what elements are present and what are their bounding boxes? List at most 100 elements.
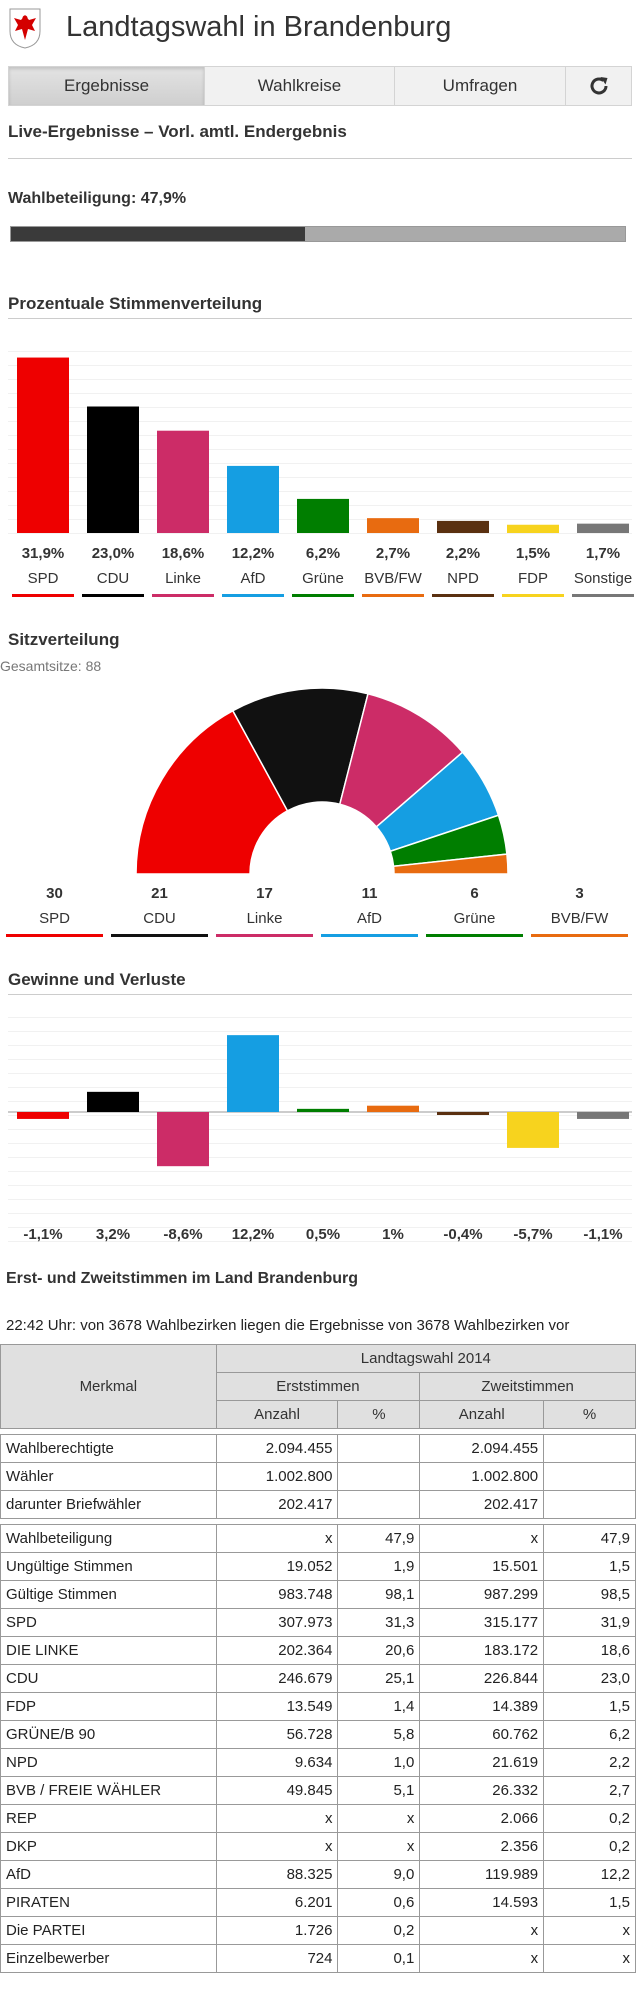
row-label: DKP <box>0 1832 217 1861</box>
header-percent: % <box>543 1400 636 1429</box>
vote-share-svg <box>17 357 629 533</box>
vote-share-value-label: 12,2% <box>231 545 275 562</box>
table-row: FDP 13.549 1,4 14.389 1,5 <box>0 1692 636 1721</box>
row-label: AfD <box>0 1860 217 1889</box>
change-bar-bvb/fw <box>367 1105 419 1112</box>
party-color-underline <box>321 934 418 937</box>
seat-count-label: 11 <box>361 885 378 902</box>
turnout-bar <box>10 226 626 242</box>
header-anzahl: Anzahl <box>419 1400 545 1429</box>
divider <box>8 318 632 319</box>
vote-share-bar-cdu <box>87 406 139 533</box>
table-cell: 1,5 <box>543 1552 636 1581</box>
party-color-underline <box>216 934 313 937</box>
row-label: Ungültige Stimmen <box>0 1552 217 1581</box>
vote-share-bar-grüne <box>297 498 349 533</box>
table-row: Einzelbewerber 724 0,1 x x <box>0 1944 636 1973</box>
vote-share-party-label: Grüne <box>302 570 344 587</box>
table-cell: 1,4 <box>337 1692 421 1721</box>
table-cell: 15.501 <box>419 1552 545 1581</box>
party-color-underline <box>572 594 634 597</box>
change-bar-cdu <box>87 1091 139 1112</box>
table-cell: 98,5 <box>543 1580 636 1609</box>
vote-share-heading: Prozentuale Stimmenverteilung <box>8 294 263 313</box>
table-cell: x <box>337 1832 421 1861</box>
row-label: BVB / FREIE WÄHLER <box>0 1776 217 1805</box>
vote-share-value-label: 2,2% <box>445 545 481 562</box>
table-row: darunter Briefwähler 202.417 202.417 <box>0 1490 636 1519</box>
table-row: CDU 246.679 25,1 226.844 23,0 <box>0 1664 636 1693</box>
table-cell: 5,8 <box>337 1720 421 1749</box>
seat-party-label: SPD <box>39 910 70 927</box>
row-label: FDP <box>0 1692 217 1721</box>
table-cell: 6,2 <box>543 1720 636 1749</box>
table-cell: 9,0 <box>337 1860 421 1889</box>
table-cell: 13.549 <box>215 1692 339 1721</box>
change-value-label: -1,1% <box>23 1226 63 1243</box>
row-label: Wähler <box>0 1462 217 1491</box>
brandenburg-crest-icon <box>9 8 41 49</box>
vote-share-value-label: 6,2% <box>305 545 341 562</box>
row-label: Wahlberechtigte <box>0 1434 217 1463</box>
header-election: Landtagswahl 2014 <box>215 1344 637 1373</box>
total-seats-label: Gesamtsitze: 88 <box>0 658 102 674</box>
change-bar-npd <box>437 1112 489 1115</box>
table-cell: 21.619 <box>419 1748 545 1777</box>
table-cell: 60.762 <box>419 1720 545 1749</box>
table-cell: 119.989 <box>419 1860 545 1889</box>
table-cell: 88.325 <box>215 1860 339 1889</box>
table-row: Die PARTEI 1.726 0,2 x x <box>0 1916 636 1945</box>
vote-share-party-label: CDU <box>96 570 130 587</box>
row-label: GRÜNE/B 90 <box>0 1720 217 1749</box>
vote-share-bar-afd <box>227 465 279 533</box>
table-cell: x <box>419 1916 545 1945</box>
party-color-underline <box>362 594 424 597</box>
table-cell <box>337 1490 421 1519</box>
table-row: AfD 88.325 9,0 119.989 12,2 <box>0 1860 636 1889</box>
seat-segment-bvb/fw <box>392 853 509 875</box>
header-zweitstimmen: Zweitstimmen <box>419 1372 636 1401</box>
change-value-label: -5,7% <box>513 1226 553 1243</box>
table-cell: 2.094.455 <box>419 1434 545 1463</box>
table-cell <box>337 1462 421 1491</box>
table-cell: 2.066 <box>419 1804 545 1833</box>
table-cell: 20,6 <box>337 1636 421 1665</box>
vote-share-bar-spd <box>17 357 69 533</box>
vote-share-bar-bvb/fw <box>367 518 419 533</box>
table-cell: 5,1 <box>337 1776 421 1805</box>
table-cell: 183.172 <box>419 1636 545 1665</box>
change-bar-afd <box>227 1035 279 1112</box>
table-title: Erst- und Zweitstimmen im Land Brandenbu… <box>6 1270 359 1287</box>
table-cell: 202.364 <box>215 1636 339 1665</box>
table-row: PIRATEN 6.201 0,6 14.593 1,5 <box>0 1888 636 1917</box>
table-cell: 18,6 <box>543 1636 636 1665</box>
table-cell: 6.201 <box>215 1888 339 1917</box>
table-cell: 47,9 <box>337 1524 421 1553</box>
table-cell <box>543 1490 636 1519</box>
change-value-label: -8,6% <box>163 1226 203 1243</box>
party-color-underline <box>12 594 74 597</box>
table-cell: 1,0 <box>337 1748 421 1777</box>
tab-umfragen[interactable]: Umfragen <box>395 67 566 105</box>
tab-wahlkreise[interactable]: Wahlkreise <box>205 67 395 105</box>
tab-ergebnisse[interactable]: Ergebnisse <box>9 67 205 105</box>
table-cell: 1,9 <box>337 1552 421 1581</box>
table-cell: 983.748 <box>215 1580 339 1609</box>
seat-segment-spd <box>135 709 289 875</box>
party-color-underline <box>502 594 564 597</box>
vote-share-party-label: SPD <box>27 570 59 587</box>
table-cell: 1,5 <box>543 1692 636 1721</box>
vote-share-value-label: 18,6% <box>161 545 205 562</box>
change-value-label: 3,2% <box>95 1226 131 1243</box>
vote-share-party-label: Linke <box>165 570 201 587</box>
refresh-button[interactable] <box>566 67 631 105</box>
seat-count-label: 30 <box>46 885 63 902</box>
table-cell: 2,2 <box>543 1748 636 1777</box>
change-bar-sonstige <box>577 1112 629 1119</box>
table-cell: 12,2 <box>543 1860 636 1889</box>
header-percent: % <box>337 1400 421 1429</box>
seat-party-label: Grüne <box>453 910 496 927</box>
table-cell: 315.177 <box>419 1608 545 1637</box>
table-intro: 22:42 Uhr: von 3678 Wahlbezirken liegen … <box>6 1317 570 1334</box>
vote-share-value-label: 1,5% <box>515 545 551 562</box>
